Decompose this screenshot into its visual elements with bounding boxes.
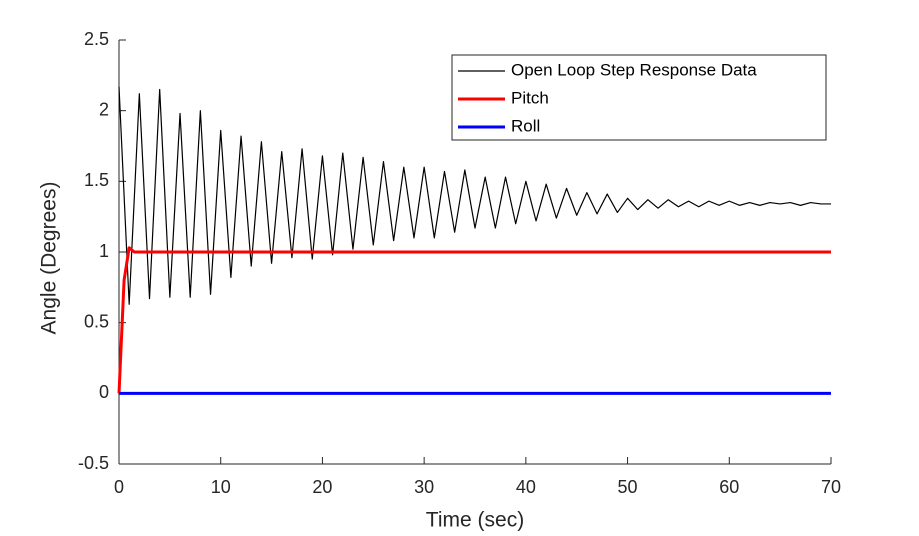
y-tick-label: 0.5 [84,311,109,331]
y-tick-label: 1.5 [84,170,109,190]
legend-label: Roll [511,116,540,135]
x-tick-label: 40 [516,477,536,497]
y-tick-label: 2 [99,99,109,119]
x-axis-label: Time (sec) [426,509,524,532]
x-tick-label: 0 [114,477,124,497]
y-axis-label: Angle (Degrees) [38,182,61,335]
legend-box [451,54,827,141]
x-tick-label: 60 [719,477,739,497]
y-tick-label: 1 [99,241,109,261]
legend-label: Open Loop Step Response Data [511,60,757,79]
series-line [118,86,831,305]
x-tick-label: 20 [312,477,332,497]
x-tick-label: 50 [618,477,638,497]
y-tick-label: 2.5 [84,29,109,49]
series-line [117,246,831,394]
legend-label: Pitch [511,88,549,107]
y-tick-label: 0 [99,382,109,402]
x-tick-label: 10 [211,477,231,497]
x-tick-label: 70 [821,477,841,497]
y-tick-label: -0.5 [78,453,109,473]
x-tick-label: 30 [414,477,434,497]
